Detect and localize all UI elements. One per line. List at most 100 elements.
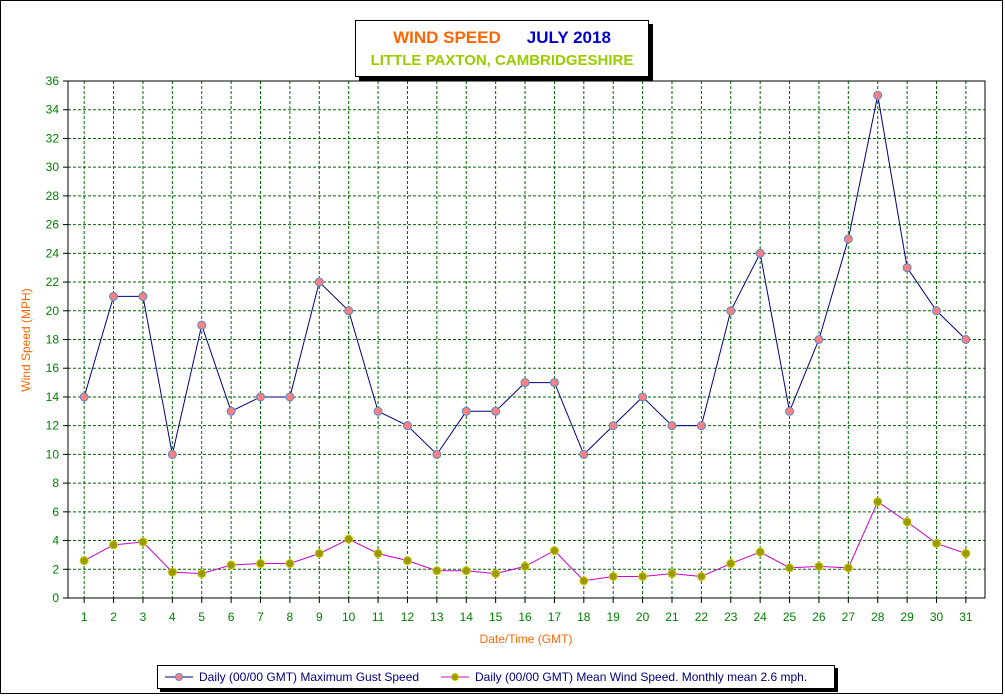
data-point-mean: [432, 566, 442, 576]
data-series: [79, 90, 971, 586]
data-point-mean: [256, 559, 266, 569]
x-tick-label: 30: [930, 610, 944, 624]
data-point-gust: [197, 320, 207, 330]
x-tick-label: 27: [842, 610, 856, 624]
data-point-mean: [461, 566, 471, 576]
y-tick-label: 2: [52, 562, 59, 576]
y-tick-label: 32: [46, 131, 60, 145]
data-point-mean: [696, 571, 706, 581]
data-point-mean: [638, 571, 648, 581]
data-point-mean: [814, 561, 824, 571]
data-point-mean: [755, 547, 765, 557]
data-point-mean: [873, 497, 883, 507]
x-tick-label: 19: [607, 610, 621, 624]
data-point-mean: [667, 569, 677, 579]
x-tick-label: 17: [548, 610, 562, 624]
x-tick-label: 20: [636, 610, 650, 624]
x-tick-label: 12: [401, 610, 415, 624]
data-point-mean: [109, 540, 119, 550]
x-tick-label: 28: [871, 610, 885, 624]
x-tick-label: 4: [169, 610, 176, 624]
series-line-gust: [83, 95, 967, 456]
data-point-gust: [373, 406, 383, 416]
x-tick-label: 24: [753, 610, 767, 624]
data-point-mean: [726, 559, 736, 569]
x-tick-label: 3: [140, 610, 147, 624]
y-tick-label: 10: [46, 447, 60, 461]
data-point-gust: [608, 421, 618, 431]
legend-mean-label: Daily (00/00 GMT) Mean Wind Speed. Month…: [475, 670, 807, 684]
x-tick-label: 10: [342, 610, 356, 624]
x-tick-label: 8: [287, 610, 294, 624]
chart-location: LITTLE PAXTON, CAMBRIDGESHIRE: [370, 52, 634, 69]
data-point-gust: [285, 392, 295, 402]
y-tick-label: 0: [52, 591, 59, 605]
data-point-gust: [961, 335, 971, 344]
y-tick-label: 22: [46, 275, 60, 289]
chart-title-box: WIND SPEED JULY 2018 LITTLE PAXTON, CAMBR…: [355, 20, 649, 77]
x-tick-label: 18: [577, 610, 591, 624]
y-tick-label: 36: [46, 74, 60, 88]
x-axis-label: Date/Time (GMT): [480, 632, 573, 646]
data-point-gust: [491, 406, 501, 416]
x-tick-label: 31: [959, 610, 973, 624]
data-point-gust: [256, 392, 266, 402]
data-point-gust: [814, 335, 824, 344]
x-axis-ticks: 1 2 3 4 5 6 7 8 9 10 11 12 13 14 15 16 17 18 19 20 21 22 23 24 2…: [81, 598, 973, 624]
data-point-gust: [638, 392, 648, 402]
y-tick-label: 16: [46, 361, 60, 375]
y-tick-label: 26: [46, 218, 60, 232]
data-point-gust: [432, 449, 442, 459]
y-tick-label: 8: [52, 476, 59, 490]
x-tick-label: 21: [665, 610, 679, 624]
data-point-gust: [520, 378, 530, 388]
y-tick-label: 30: [46, 160, 60, 174]
data-point-gust: [402, 421, 412, 431]
data-point-gust: [314, 277, 324, 287]
chart-date: JULY 2018: [526, 28, 611, 47]
data-point-mean: [226, 560, 236, 570]
data-point-mean: [167, 567, 177, 577]
legend-gust-marker: [175, 673, 183, 681]
x-tick-label: 26: [812, 610, 826, 624]
legend-mean-marker: [451, 673, 459, 681]
data-point-mean: [579, 576, 589, 586]
x-tick-label: 2: [110, 610, 117, 624]
x-tick-label: 25: [783, 610, 797, 624]
x-tick-label: 6: [228, 610, 235, 624]
x-tick-label: 11: [372, 610, 385, 624]
y-tick-label: 20: [46, 304, 60, 318]
data-point-gust: [138, 291, 148, 301]
data-point-gust: [461, 406, 471, 416]
data-point-gust: [726, 306, 736, 316]
y-tick-label: 12: [46, 419, 60, 433]
title-line: WIND SPEED JULY 2018: [356, 28, 648, 48]
x-tick-label: 23: [724, 610, 738, 624]
data-point-gust: [79, 392, 89, 402]
chart-legend: Daily (00/00 GMT) Maximum Gust Speed Dai…: [157, 665, 835, 689]
x-tick-label: 9: [316, 610, 323, 624]
data-point-gust: [785, 406, 795, 416]
x-tick-label: 14: [460, 610, 474, 624]
y-tick-label: 14: [46, 390, 60, 404]
data-point-mean: [932, 538, 942, 548]
data-point-mean: [549, 546, 559, 556]
data-point-gust: [696, 421, 706, 431]
data-point-gust: [167, 449, 177, 459]
data-point-mean: [608, 571, 618, 581]
legend-gust-label: Daily (00/00 GMT) Maximum Gust Speed: [199, 670, 419, 684]
data-point-mean: [79, 556, 89, 566]
x-tick-label: 16: [518, 610, 532, 624]
x-tick-label: 5: [198, 610, 205, 624]
x-tick-label: 1: [81, 610, 88, 624]
data-point-mean: [314, 548, 324, 558]
grid-lines: [68, 81, 985, 598]
data-point-mean: [785, 563, 795, 573]
data-point-gust: [579, 449, 589, 459]
y-tick-label: 34: [46, 103, 60, 117]
data-point-mean: [902, 517, 912, 527]
data-point-mean: [344, 534, 354, 544]
